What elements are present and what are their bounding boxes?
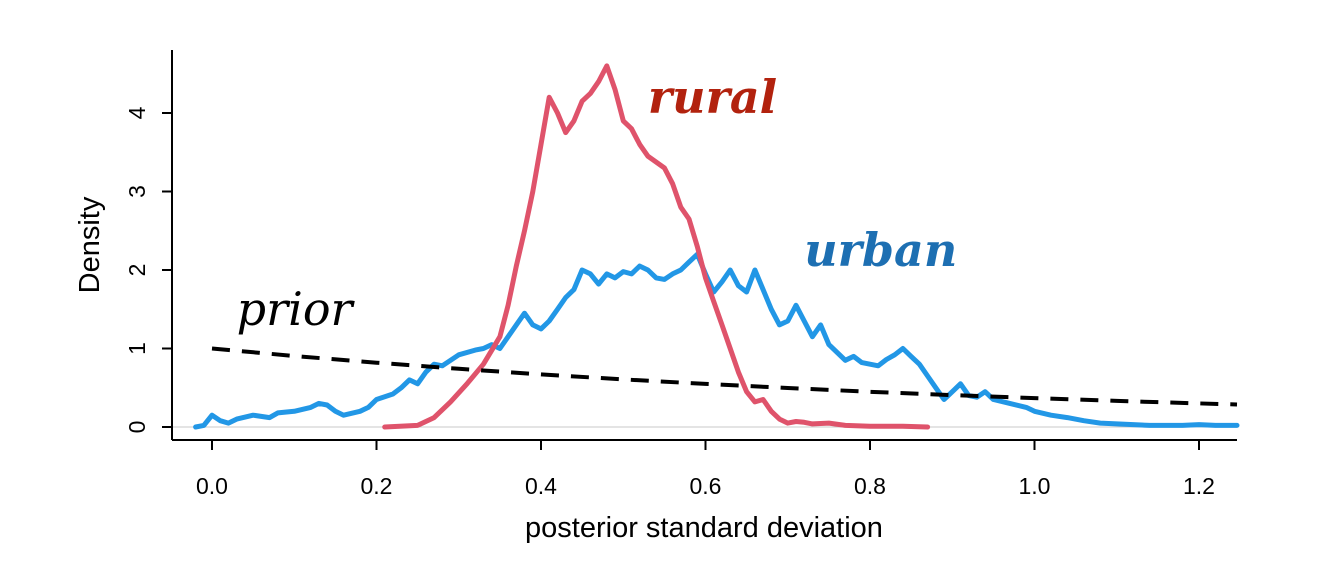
annotations: rural urban prior — [237, 70, 958, 336]
y-tick-label: 4 — [124, 106, 150, 119]
axes: 0.0 0.2 0.4 0.6 0.8 1.0 1.2 0 1 2 3 4 — [124, 50, 1237, 499]
series-line-rural — [382, 63, 931, 430]
x-tick-label: 0.0 — [196, 473, 228, 499]
annotation-urban: urban — [804, 223, 957, 277]
x-tick-label: 0.8 — [854, 473, 886, 499]
x-tick-label: 0.4 — [525, 473, 557, 499]
x-tick-label: 1.2 — [1183, 473, 1215, 499]
y-tick-label: 0 — [124, 421, 150, 434]
y-tick-label: 1 — [124, 342, 150, 355]
y-axis-title: Density — [74, 196, 106, 293]
annotation-rural: rural — [648, 70, 777, 124]
series-line-prior — [211, 346, 1238, 407]
y-tick-label: 3 — [124, 185, 150, 198]
annotation-prior: prior — [237, 282, 356, 336]
plot-area — [172, 63, 1240, 430]
x-tick-label: 0.6 — [690, 473, 722, 499]
x-axis-title: posterior standard deviation — [525, 512, 883, 544]
y-tick-label: 2 — [124, 264, 150, 277]
x-tick-label: 1.0 — [1019, 473, 1051, 499]
x-tick-label: 0.2 — [361, 473, 393, 499]
